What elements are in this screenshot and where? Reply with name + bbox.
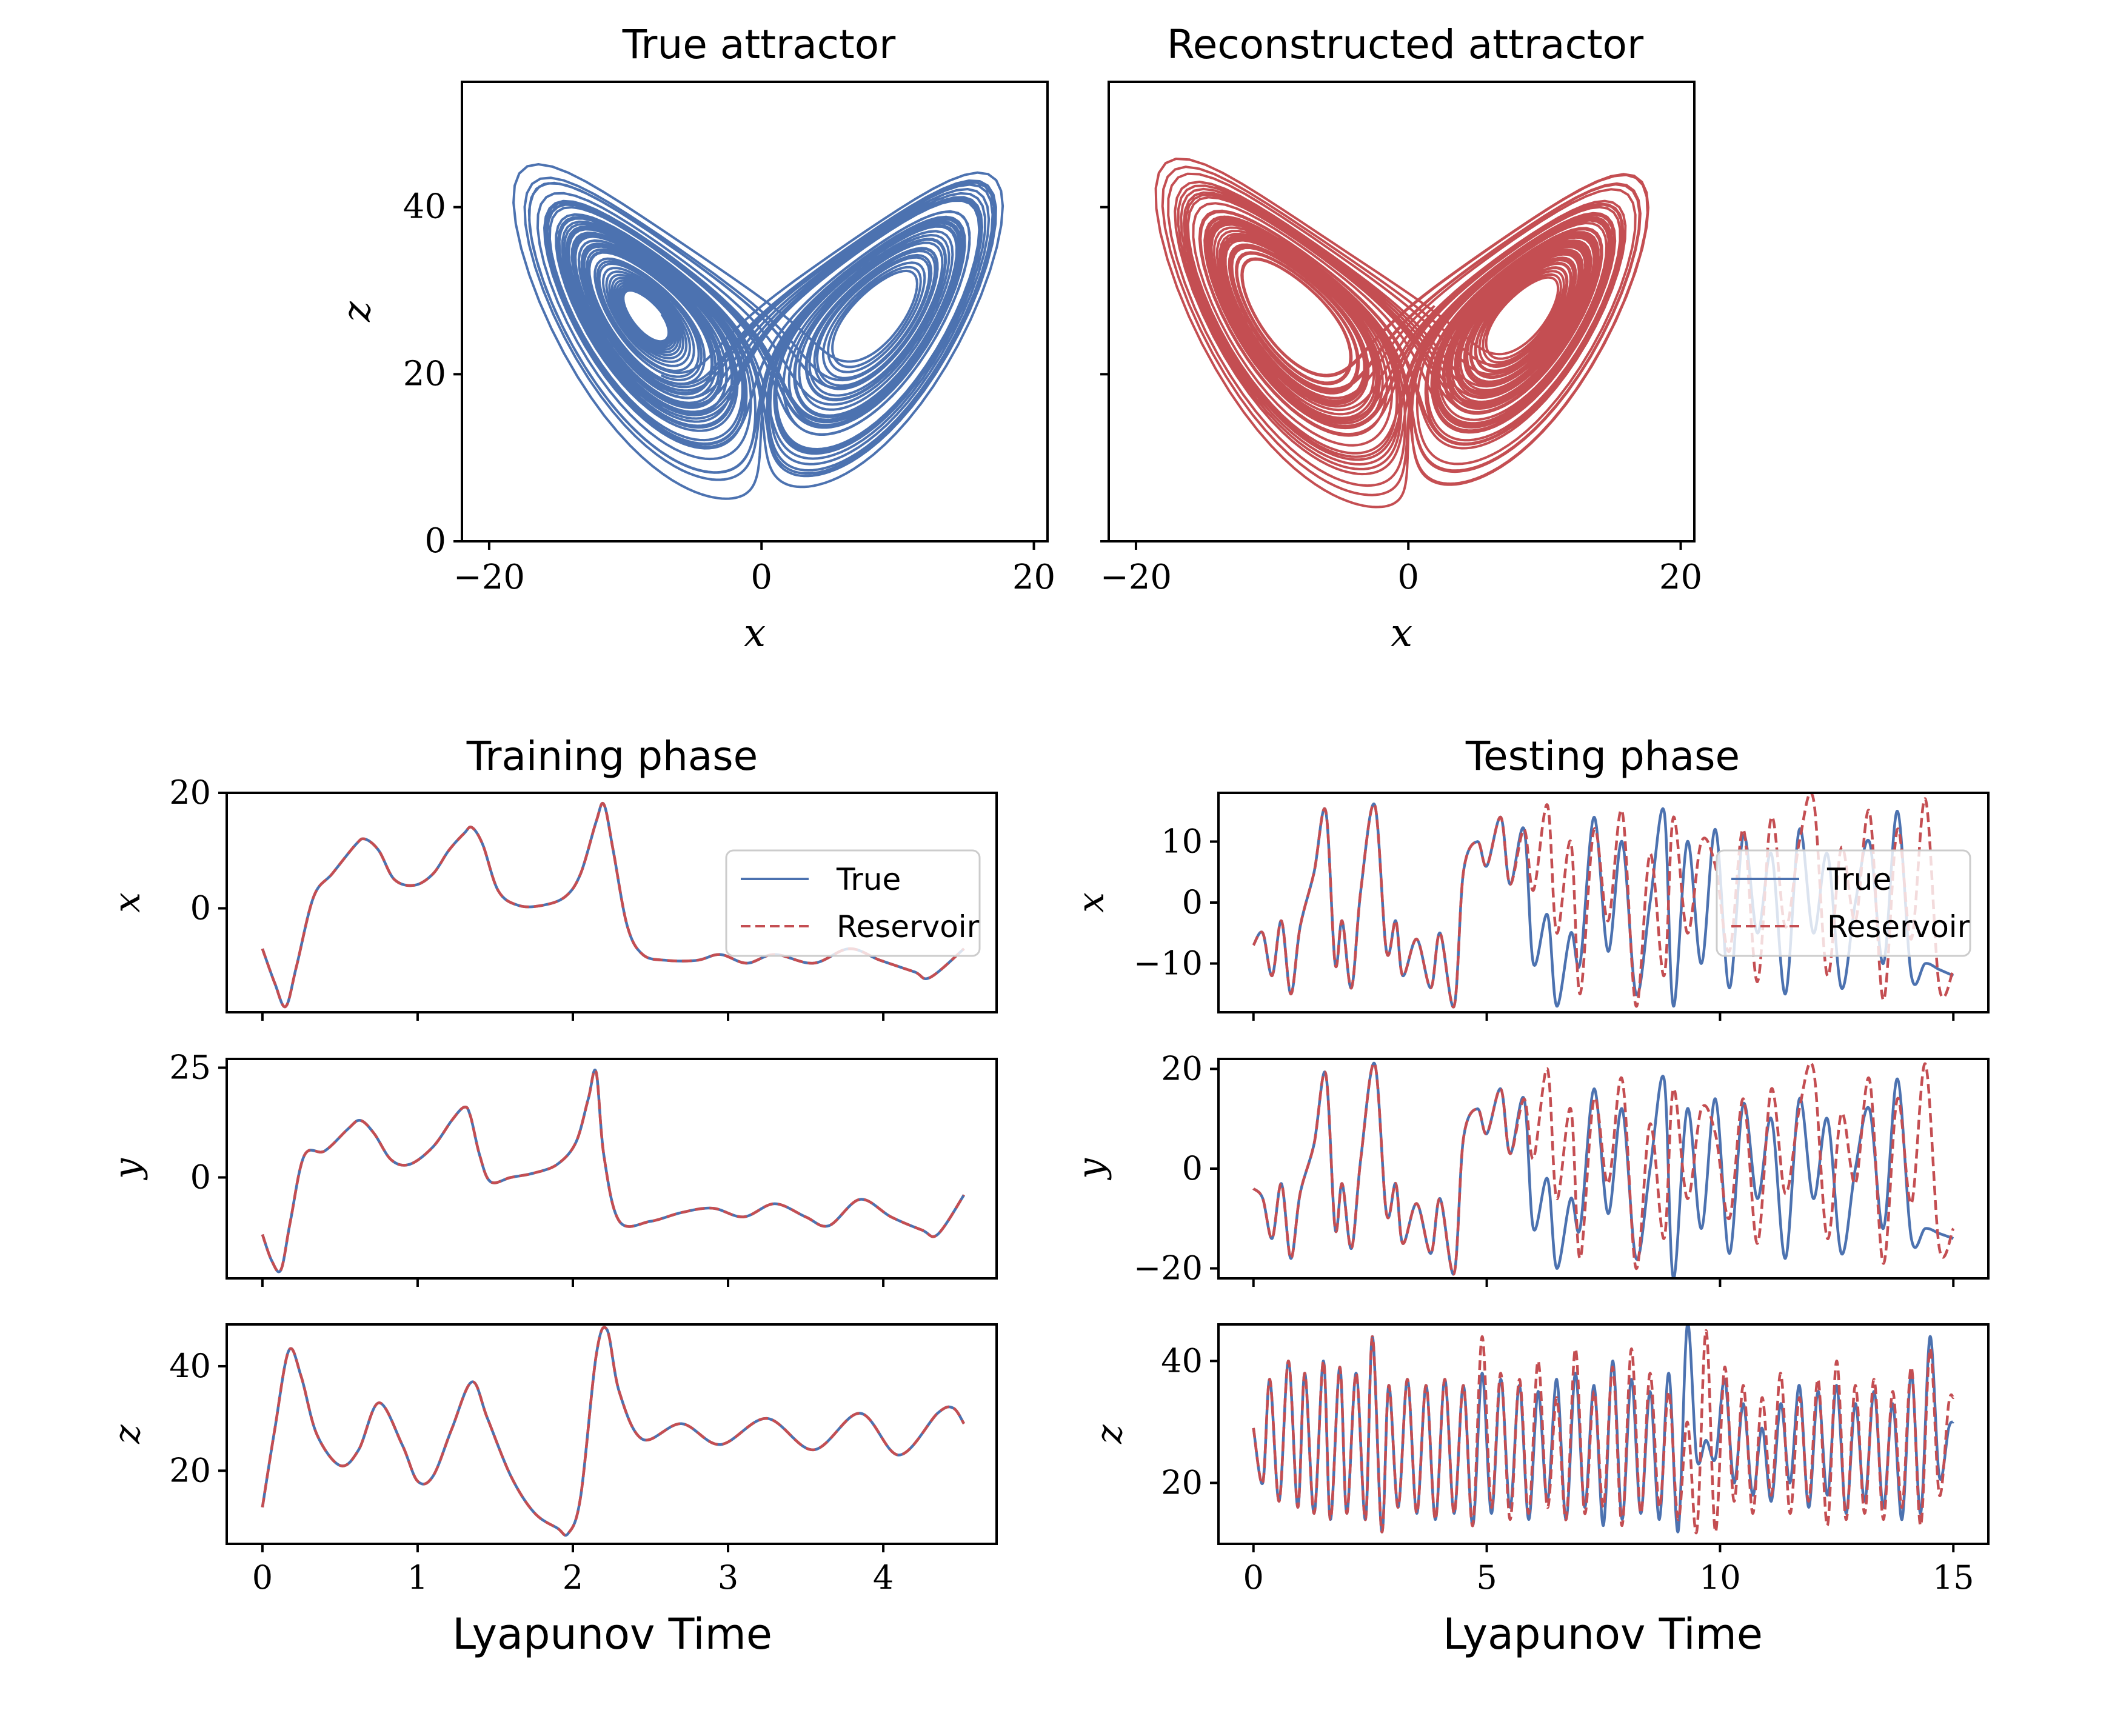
x-tick-label: 15 bbox=[1933, 1558, 1974, 1597]
training-z-panel: 0 1 2 3 4 20 40 z Lyapunov Time bbox=[106, 1323, 998, 1659]
y-tick-label: 0 bbox=[1182, 1149, 1203, 1187]
true-attractor-plot-area bbox=[512, 163, 1004, 500]
x-tick-label: 2 bbox=[563, 1558, 583, 1597]
y-tick-label: 20 bbox=[1161, 1049, 1203, 1087]
testing-z-ticks: 0 5 10 15 20 40 bbox=[1161, 1341, 1974, 1597]
reconstructed-attractor-frame bbox=[1108, 81, 1696, 542]
testing-z-panel: 0 5 10 15 20 40 z Lyapunov Time bbox=[1088, 1323, 1990, 1659]
legend-reservoir-label: Reservoir bbox=[1827, 909, 1970, 944]
x-tick-label: 0 bbox=[1243, 1558, 1264, 1597]
testing-x-ylabel: x bbox=[1070, 892, 1112, 913]
testing-xlabel: Lyapunov Time bbox=[1443, 1609, 1763, 1659]
x-tick-label: 3 bbox=[718, 1558, 738, 1597]
y-tick-label: 0 bbox=[424, 521, 446, 561]
testing-z-ylabel: z bbox=[1088, 1424, 1131, 1444]
legend-true-label: True bbox=[836, 862, 901, 897]
training-x-ticks: 0 20 bbox=[169, 773, 885, 1021]
y-tick-label: 40 bbox=[169, 1347, 211, 1385]
x-tick-label: −20 bbox=[453, 558, 525, 597]
true-series-line bbox=[261, 1069, 966, 1274]
testing-phase-title: Testing phase bbox=[1465, 733, 1740, 780]
true-attractor-frame bbox=[461, 81, 1049, 542]
y-tick-label: 0 bbox=[1182, 883, 1203, 921]
reconstructed-attractor-panel: Reconstructed attractor −20 0 20 x bbox=[1100, 21, 1702, 656]
x-tick-label: 20 bbox=[1012, 558, 1055, 597]
training-y-panel: 0 25 y bbox=[106, 1048, 998, 1287]
training-phase-title: Training phase bbox=[466, 733, 758, 780]
reconstructed-attractor-plot-area bbox=[1154, 158, 1649, 509]
training-y-ticks: 0 25 bbox=[169, 1048, 885, 1287]
training-z-ticks: 0 1 2 3 4 20 40 bbox=[169, 1347, 894, 1597]
y-tick-label: 0 bbox=[190, 1158, 211, 1196]
training-legend-box bbox=[725, 849, 981, 957]
x-tick-label: 10 bbox=[1699, 1558, 1741, 1597]
training-legend: True Reservoir bbox=[725, 849, 981, 957]
reconstructed-attractor-ticks: −20 0 20 bbox=[1100, 205, 1702, 597]
reservoir-series-line bbox=[1252, 1329, 1955, 1535]
reservoir-series-line bbox=[1252, 1061, 1955, 1276]
y-tick-label: 10 bbox=[1161, 822, 1203, 860]
true-attractor-title: True attractor bbox=[622, 21, 896, 68]
reservoir-series-line bbox=[261, 1069, 966, 1274]
testing-z-frame bbox=[1217, 1323, 1990, 1545]
y-tick-label: 25 bbox=[169, 1048, 211, 1086]
testing-z-plot-area bbox=[1252, 1324, 1955, 1535]
reservoir-series-line bbox=[261, 1326, 966, 1537]
training-y-ylabel: y bbox=[106, 1158, 149, 1181]
training-z-frame bbox=[226, 1323, 998, 1545]
y-tick-label: 0 bbox=[190, 889, 211, 927]
x-tick-label: 0 bbox=[1397, 558, 1419, 597]
testing-x-panel: Testing phase −10 0 10 x True Reservoir bbox=[1070, 733, 1990, 1021]
reconstructed-attractor-curve bbox=[1154, 158, 1649, 509]
legend-reservoir-label: Reservoir bbox=[837, 909, 980, 944]
x-tick-label: 0 bbox=[252, 1558, 273, 1597]
testing-y-plot-area bbox=[1252, 1061, 1955, 1278]
x-tick-label: 20 bbox=[1659, 558, 1702, 597]
testing-y-panel: −20 0 20 y bbox=[1070, 1049, 1990, 1287]
true-attractor-ylabel: z bbox=[335, 301, 379, 322]
x-tick-label: −20 bbox=[1100, 558, 1172, 597]
reconstructed-attractor-xlabel: x bbox=[1391, 611, 1412, 656]
testing-y-ylabel: y bbox=[1070, 1158, 1112, 1181]
y-tick-label: 20 bbox=[169, 1451, 211, 1489]
x-tick-label: 0 bbox=[750, 558, 772, 597]
legend-true-label: True bbox=[1826, 862, 1891, 897]
y-tick-label: 40 bbox=[403, 187, 446, 227]
training-y-plot-area bbox=[261, 1069, 966, 1274]
training-z-ylabel: z bbox=[106, 1424, 149, 1444]
y-tick-label: 20 bbox=[169, 773, 211, 812]
y-tick-label: −20 bbox=[1134, 1249, 1203, 1287]
reconstructed-attractor-title: Reconstructed attractor bbox=[1167, 21, 1644, 68]
y-tick-label: 20 bbox=[403, 354, 446, 393]
testing-x-ticks: −10 0 10 bbox=[1134, 822, 1955, 1021]
x-tick-label: 5 bbox=[1476, 1558, 1497, 1597]
testing-y-ticks: −20 0 20 bbox=[1134, 1049, 1955, 1287]
training-z-plot-area bbox=[261, 1326, 966, 1537]
y-tick-label: −10 bbox=[1134, 944, 1203, 983]
testing-legend: True Reservoir bbox=[1716, 849, 1971, 957]
training-x-frame bbox=[226, 792, 998, 1013]
training-x-ylabel: x bbox=[106, 892, 149, 913]
x-tick-label: 4 bbox=[873, 1558, 894, 1597]
true-attractor-curve bbox=[512, 163, 1004, 500]
true-series-line bbox=[261, 1326, 966, 1537]
x-tick-label: 1 bbox=[407, 1558, 428, 1597]
training-y-frame bbox=[226, 1058, 998, 1280]
y-tick-label: 40 bbox=[1161, 1341, 1203, 1380]
y-tick-label: 20 bbox=[1161, 1463, 1203, 1501]
training-xlabel: Lyapunov Time bbox=[452, 1609, 772, 1659]
testing-legend-box bbox=[1716, 849, 1971, 957]
training-x-panel: Training phase 0 20 x True Reservoir bbox=[106, 733, 998, 1021]
true-attractor-xlabel: x bbox=[744, 611, 766, 656]
